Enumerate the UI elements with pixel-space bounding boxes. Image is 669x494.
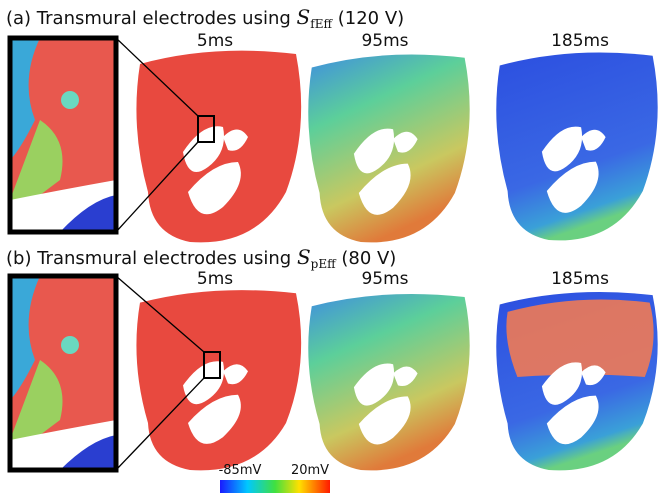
text-part: (120 V)	[338, 8, 404, 29]
heart	[136, 51, 301, 243]
colorbar-min-label: -85mV	[219, 463, 262, 478]
panel-title: (a) Transmural electrodes using SfEff (1…	[6, 5, 404, 31]
heart	[496, 292, 657, 470]
colorbar	[220, 480, 330, 493]
heart	[136, 290, 301, 470]
colorbar-max-label: 20mV	[291, 463, 329, 478]
text-part: S	[297, 5, 311, 29]
time-label: 185ms	[551, 31, 609, 51]
time-label: 5ms	[197, 269, 233, 289]
panel-title: (b) Transmural electrodes using SpEff (8…	[6, 245, 396, 271]
figure: (a) Transmural electrodes using SfEff (1…	[0, 0, 669, 494]
text-part: pEff	[311, 257, 337, 271]
text-part: fEff	[310, 17, 333, 31]
time-label: 95ms	[361, 269, 408, 289]
time-label: 95ms	[361, 31, 408, 51]
text-part: S	[297, 245, 311, 269]
text-part: (a) Transmural electrodes using	[6, 8, 291, 29]
text-part: (b) Transmural electrodes using	[6, 248, 291, 269]
text-part: (80 V)	[341, 248, 396, 269]
heart	[496, 52, 657, 240]
heart	[308, 294, 469, 470]
heart	[308, 54, 469, 242]
time-label: 185ms	[551, 269, 609, 289]
time-label: 5ms	[197, 31, 233, 51]
